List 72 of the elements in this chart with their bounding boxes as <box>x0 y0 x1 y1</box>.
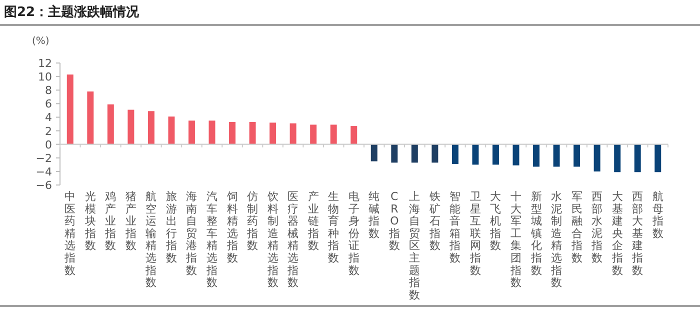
y-tick-label: 4 <box>45 111 52 124</box>
bar <box>594 144 600 172</box>
bar <box>634 144 641 172</box>
x-tick-label: 海南自贸港指数 <box>185 190 198 277</box>
x-tick-label: 航母指数 <box>651 190 664 240</box>
y-tick-label: −2 <box>36 152 52 165</box>
x-tick-label: 新型城镇化指数 <box>530 190 542 277</box>
x-tick-label: 汽车整车精选指数 <box>206 190 218 290</box>
y-tick-label: 12 <box>38 57 52 70</box>
x-tick-label: 仿制药指数 <box>246 190 258 252</box>
x-tick-label: 大飞机指数 <box>489 190 502 252</box>
y-tick-label: −6 <box>36 179 52 192</box>
bar <box>492 144 499 165</box>
x-tick-label: 西部水泥指数 <box>590 190 603 264</box>
category-label: 上海自贸区主题指数 <box>409 190 420 302</box>
bar <box>654 144 662 172</box>
y-axis-title: (%) <box>32 36 50 47</box>
bar <box>533 144 540 167</box>
bar <box>512 144 520 166</box>
y-tick-label: 0 <box>45 138 52 152</box>
x-tick-label: 十大军工集团指数 <box>510 190 522 290</box>
y-tick-label: 6 <box>45 98 52 111</box>
bar <box>330 124 337 144</box>
bar <box>614 144 621 172</box>
y-tick-label: −4 <box>36 165 52 178</box>
bar <box>148 111 154 144</box>
bar <box>452 144 458 164</box>
bar <box>432 144 438 163</box>
x-tick-label: 西部大基建指数 <box>631 190 644 277</box>
bar <box>229 122 236 144</box>
x-tick-label: 电子身份证指数 <box>347 190 360 277</box>
x-tick-label: 卫星互联网指数 <box>468 190 481 277</box>
x-tick-label: 鸡产业指数 <box>104 190 116 252</box>
x-tick-label: 航空运输精选指数 <box>144 190 157 290</box>
bar <box>553 144 560 167</box>
bar <box>350 126 358 144</box>
bar <box>168 116 175 144</box>
bar <box>270 122 276 144</box>
x-tick-label: 水泥制造精选指数 <box>550 190 562 290</box>
x-tick-label: 饮料制造精选指数 <box>266 190 278 290</box>
bar <box>310 124 317 144</box>
bar <box>208 120 216 144</box>
x-tick-label: 旅游出行指数 <box>164 190 177 264</box>
x-tick-label: 军民融合指数 <box>570 190 582 264</box>
x-tick-label: 饲料精选指数 <box>226 190 238 264</box>
y-tick-label: 2 <box>45 124 52 138</box>
bar <box>249 122 256 144</box>
x-tick-label: 生物育种指数 <box>327 190 340 264</box>
x-tick-label: 医疗器械精选指数 <box>286 190 299 290</box>
chart-title: 图22：主题涨跌幅情况 <box>4 4 140 20</box>
x-tick-label: 纯碱指数 <box>368 190 380 240</box>
bar <box>472 144 479 165</box>
x-tick-label: 中医药精选指数 <box>64 190 76 277</box>
bar <box>370 144 378 162</box>
bar <box>128 110 134 144</box>
x-tick-label: 光模块指数 <box>84 190 96 252</box>
x-tick-label: 铁矿石指数 <box>428 190 440 252</box>
bar <box>574 144 580 167</box>
x-tick-label: 猪产业指数 <box>124 190 136 252</box>
bar <box>411 144 418 163</box>
bar <box>188 120 195 144</box>
y-tick-label: 10 <box>38 70 52 84</box>
bar <box>391 144 398 163</box>
x-tick-label: 大基建央企指数 <box>610 190 623 277</box>
x-tick-label: CRO指数 <box>388 190 400 252</box>
x-tick-label: 智能音箱指数 <box>448 190 461 264</box>
bar <box>107 104 114 144</box>
bar <box>290 123 296 144</box>
bar <box>87 91 94 144</box>
bar <box>66 74 74 144</box>
y-tick-label: 8 <box>45 84 52 98</box>
x-tick-label: 产业链指数 <box>306 190 319 252</box>
